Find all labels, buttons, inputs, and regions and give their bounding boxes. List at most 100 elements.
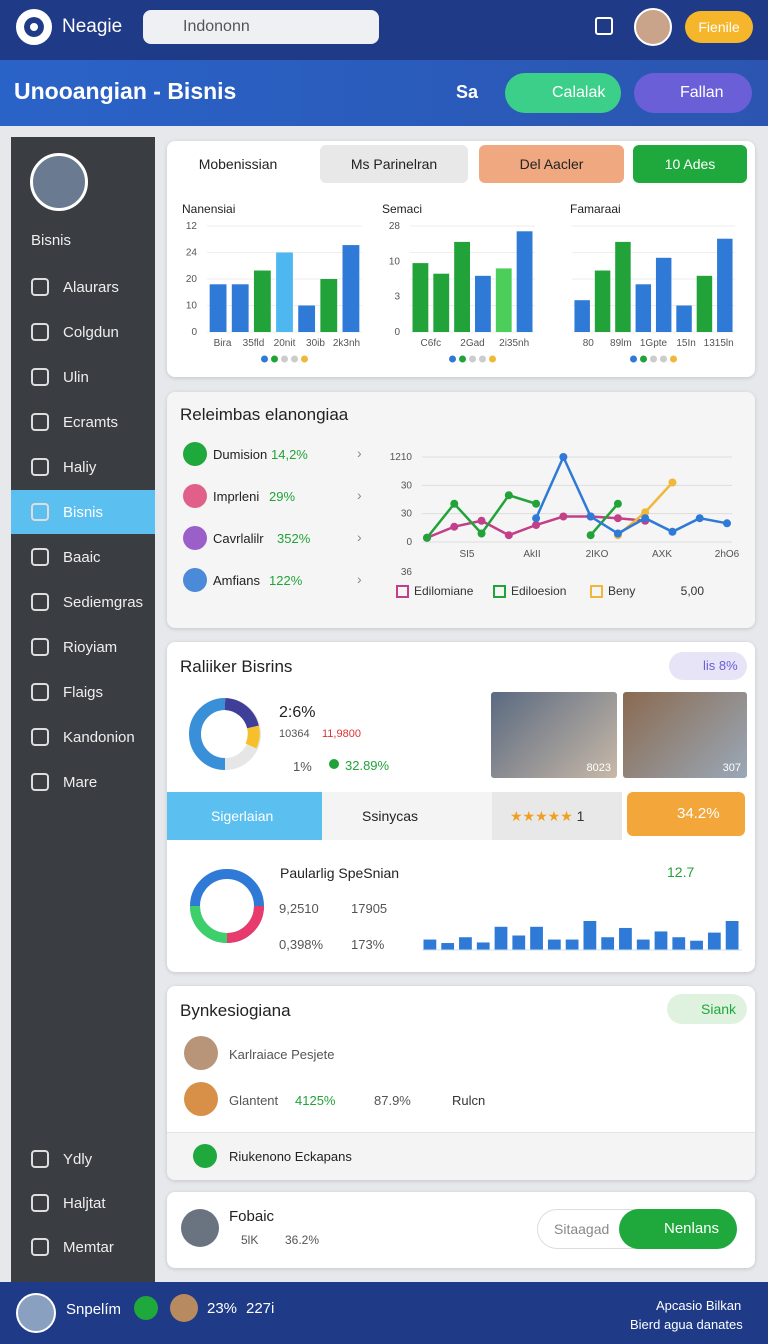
point <box>450 499 459 508</box>
axis-label: 30 <box>401 480 413 491</box>
pager-dot <box>479 355 486 363</box>
menu-icon <box>31 548 49 566</box>
item-value: 14,2% <box>271 447 308 462</box>
badge[interactable]: Siank <box>667 994 747 1024</box>
brand: Neagie <box>62 16 123 37</box>
bar <box>594 270 611 332</box>
point <box>504 491 513 500</box>
axis-label: 3 <box>394 292 400 303</box>
menu-item[interactable]: Ydly <box>11 1137 155 1181</box>
button[interactable]: Nenlans <box>619 1209 737 1249</box>
button[interactable]: Fallan <box>634 73 752 113</box>
menu-item[interactable]: Haliy <box>11 445 155 489</box>
menu-item[interactable]: Bisnis <box>11 490 155 534</box>
avatar[interactable] <box>634 8 672 46</box>
point <box>586 531 595 540</box>
footer: Riukenono Eckapans <box>229 1149 352 1164</box>
logo <box>16 9 52 45</box>
bar <box>655 257 672 332</box>
stat: 173% <box>351 937 385 952</box>
line <box>534 453 728 535</box>
search[interactable]: Indononn <box>143 10 379 44</box>
bar <box>276 252 293 332</box>
menu-item[interactable]: Kandonion <box>11 715 155 759</box>
menu-item[interactable]: Memtar <box>11 1225 155 1269</box>
relations-card: Releimbas elanongiaa Dumision 14,2% › Imprl… <box>167 392 755 628</box>
menu-item[interactable]: Ulin <box>11 355 155 399</box>
photo-label: 307 <box>722 762 741 774</box>
notification[interactable] <box>595 17 613 35</box>
menu-label: Ydly <box>63 1150 93 1168</box>
bar <box>342 245 360 332</box>
tab[interactable]: 10 Ades <box>633 145 747 183</box>
chevron: › <box>357 487 362 503</box>
menu-item[interactable]: Alaurars <box>11 265 155 309</box>
bar <box>615 241 631 332</box>
stat: 1% <box>293 759 312 774</box>
tab[interactable]: Mobenissian <box>169 145 307 183</box>
menu-item[interactable]: Haljtat <box>11 1181 155 1225</box>
menu-label: Haljtat <box>63 1194 106 1212</box>
menu-item[interactable]: Colgdun <box>11 310 155 354</box>
tab[interactable]: ★★★★★ 1 <box>492 792 622 840</box>
line-chart: 1210 30 30 0 36 SI5 AkII 2IKO AXK 2hO6 Edilomiane E… <box>390 452 740 598</box>
badge[interactable]: Fienile <box>685 11 753 43</box>
menu-item[interactable]: Flaigs <box>11 670 155 714</box>
x-label: 2IKO <box>586 549 609 560</box>
bar <box>494 926 508 950</box>
bar <box>512 935 526 950</box>
menu-icon <box>31 368 49 386</box>
axis-label: 36 <box>401 567 413 578</box>
axis-label: 0 <box>406 537 412 548</box>
point <box>532 499 541 508</box>
menu-icon <box>31 1194 49 1212</box>
avatar <box>181 1209 219 1247</box>
point <box>613 499 622 508</box>
tab[interactable]: Ssinycas <box>322 792 492 840</box>
stat: 17905 <box>351 901 388 916</box>
item-value: 352% <box>277 531 311 546</box>
legend-label: Edilomiane <box>414 584 474 598</box>
photo: 8023 <box>491 692 617 778</box>
badge[interactable]: lis 8% <box>669 652 747 680</box>
bar <box>690 940 703 950</box>
bar <box>412 263 429 332</box>
x-label: 15In <box>676 338 695 349</box>
tab[interactable]: Ms Parinelran <box>320 145 468 183</box>
x-label: 1Gpte <box>640 338 668 349</box>
menu-icon <box>31 458 49 476</box>
menu-item[interactable]: Rioyiam <box>11 625 155 669</box>
bar <box>454 241 470 332</box>
bar <box>516 231 533 332</box>
tab[interactable]: Del Aacler <box>479 145 624 183</box>
x-label: Bira <box>214 338 232 349</box>
x-label: 2k3nh <box>333 338 360 349</box>
tab[interactable]: 34.2% <box>627 792 745 836</box>
button[interactable]: Calalak <box>505 73 621 113</box>
menu-item[interactable]: Sediemgras <box>11 580 155 624</box>
menu-item[interactable]: Ecramts <box>11 400 155 444</box>
pager-dot <box>271 355 278 363</box>
tab[interactable]: Sigerlaian <box>167 792 322 840</box>
menu-label: Kandonion <box>63 728 135 746</box>
point <box>668 527 677 536</box>
item-name: Amfians <box>213 573 260 588</box>
axis-label: 24 <box>186 248 198 259</box>
menu-item[interactable]: Baaic <box>11 535 155 579</box>
pager-dot <box>650 355 657 363</box>
legend-label: Beny <box>608 584 635 598</box>
axis-label: 20 <box>186 274 198 285</box>
point <box>641 508 650 517</box>
bar <box>635 284 652 332</box>
axis-label: 0 <box>394 327 400 338</box>
x-label: AXK <box>652 549 672 560</box>
action[interactable]: Apcasio Bilkan <box>656 1298 742 1313</box>
item-name: Imprleni <box>213 489 260 504</box>
menu-label: Flaigs <box>63 683 104 701</box>
donut <box>190 869 264 943</box>
menu-icon <box>31 683 49 701</box>
stat: 4125% <box>295 1093 336 1108</box>
x-label: 2i35nh <box>499 338 529 349</box>
menu-item[interactable]: Mare <box>11 760 155 804</box>
item-name: Cavrlalilr <box>213 531 264 546</box>
